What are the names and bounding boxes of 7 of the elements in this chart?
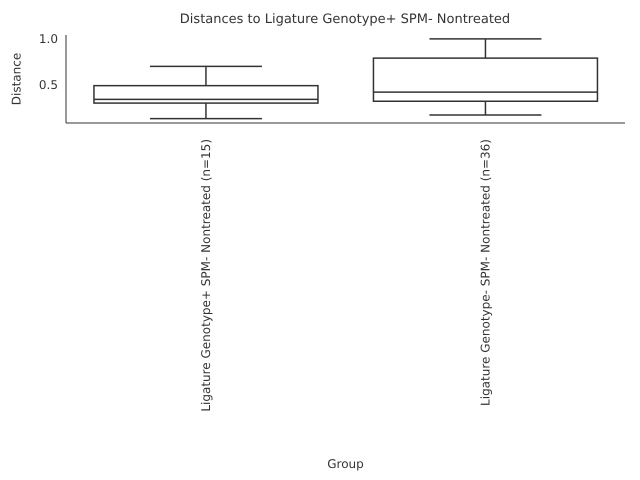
y-tick-label: 1.0 (38, 32, 58, 46)
x-tick-label: Ligature Genotype- SPM- Nontreated (n=36) (478, 139, 492, 406)
y-axis-title: Distance (9, 52, 24, 106)
y-tick-label: 0.5 (38, 78, 58, 92)
chart-title: Distances to Ligature Genotype+ SPM- Nontreated (178, 12, 512, 27)
x-tick-label: Ligature Genotype+ SPM- Nontreated (n=15) (198, 139, 213, 412)
x-axis-title: Group (327, 457, 364, 471)
